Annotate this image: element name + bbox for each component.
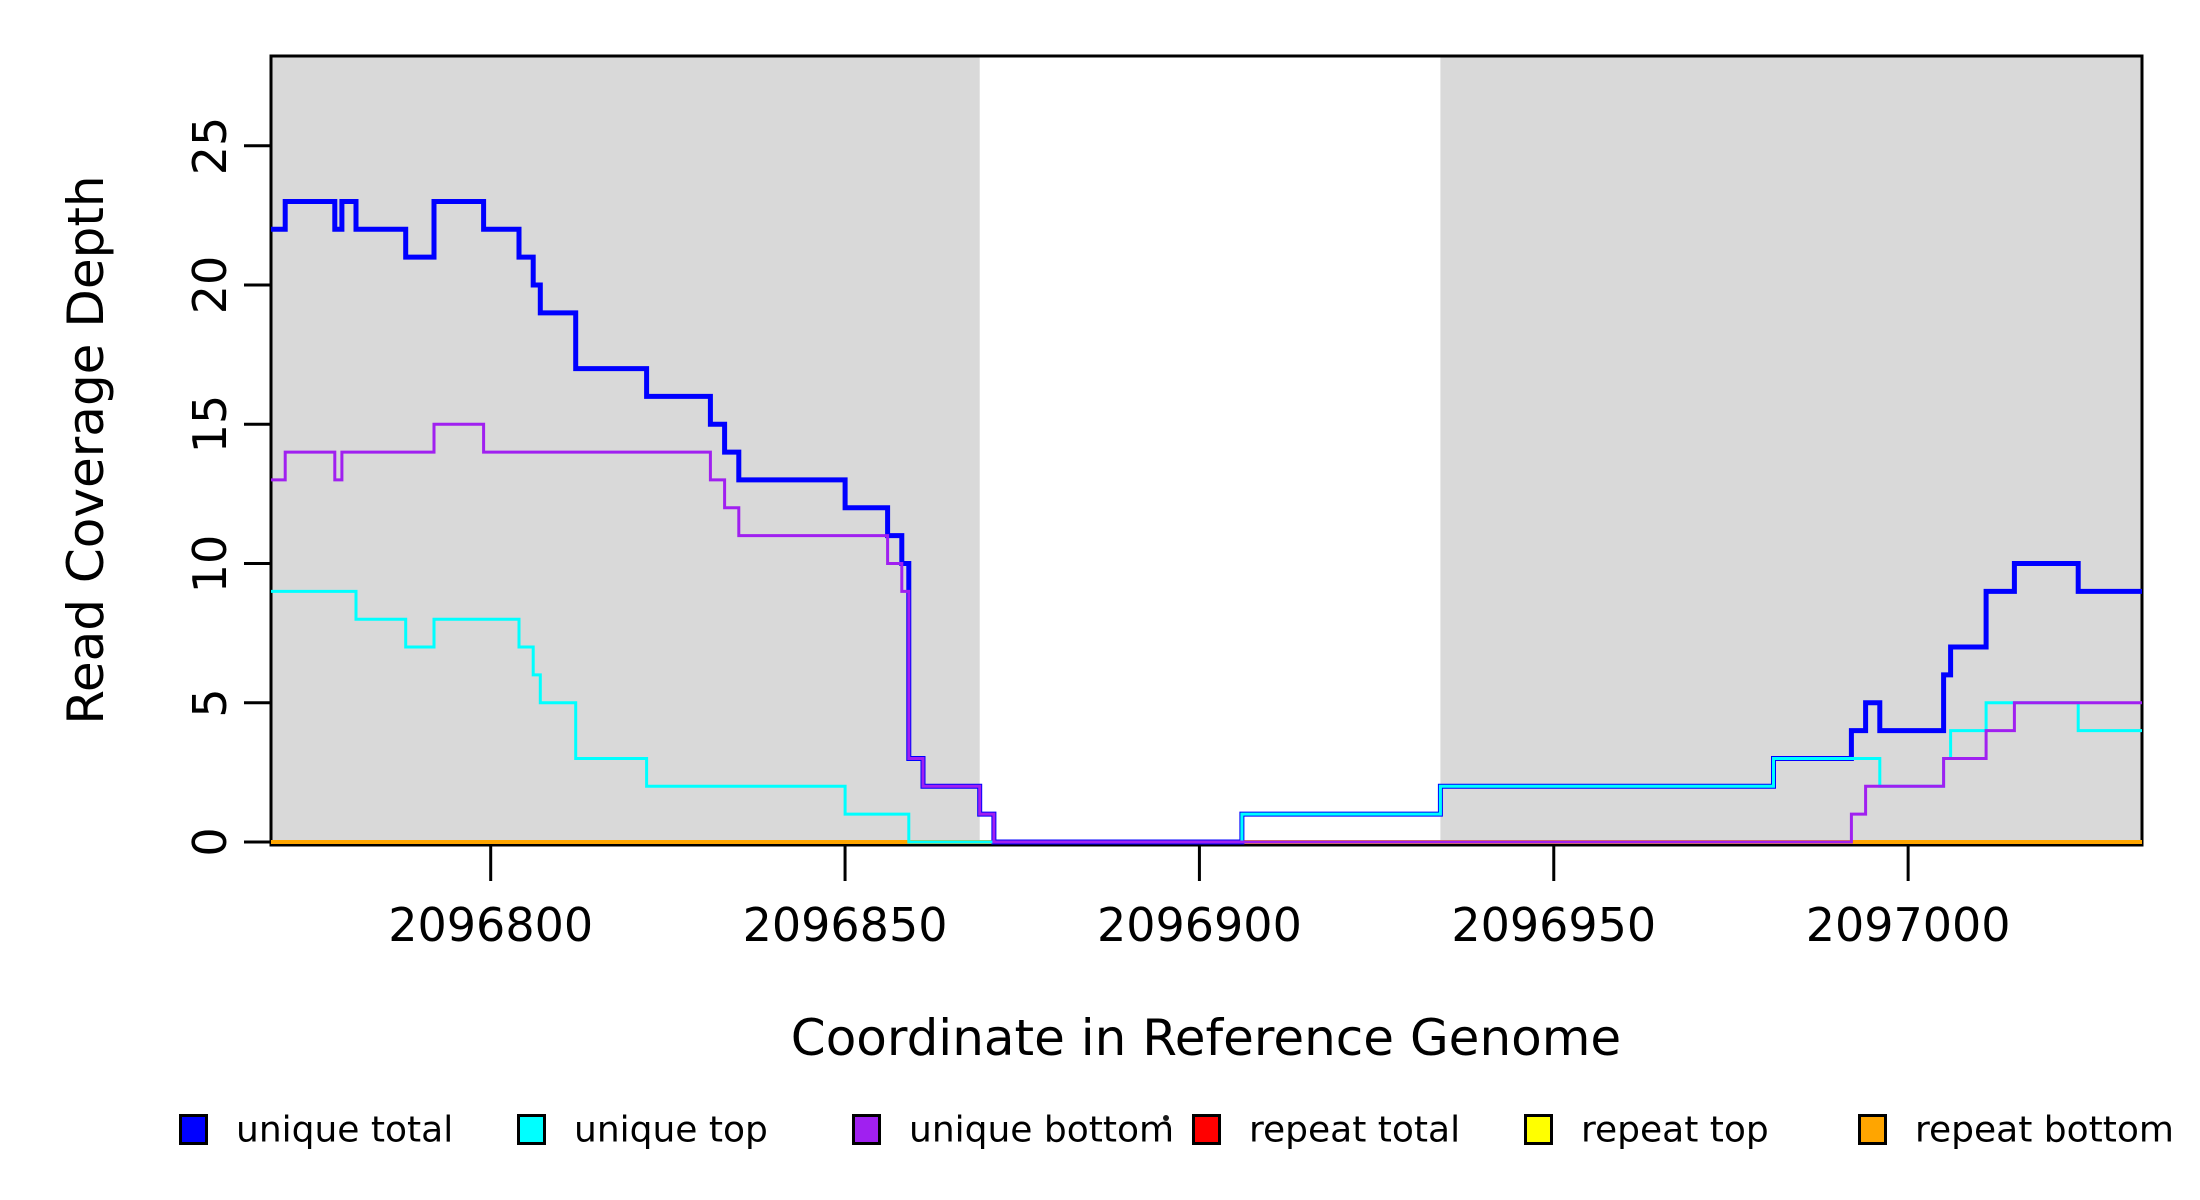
stray-dot — [1163, 1115, 1169, 1121]
y-tick-label: 25 — [183, 116, 237, 176]
legend: unique total unique top unique bottom repea… — [0, 1100, 2200, 1180]
legend-swatch-icon — [179, 1114, 208, 1145]
legend-label: repeat top — [1581, 1109, 1769, 1151]
series-line-unique-total — [271, 199, 2142, 845]
y-tick-label: 0 — [183, 827, 237, 857]
legend-label: repeat bottom — [1915, 1109, 2174, 1151]
legend-swatch-icon — [852, 1114, 881, 1145]
shaded-region — [271, 57, 980, 844]
y-tick-label: 5 — [183, 688, 237, 718]
x-tick-label: 2097000 — [1805, 898, 2011, 952]
x-tick-label: 2096800 — [388, 898, 594, 952]
legend-label: repeat total — [1249, 1109, 1461, 1151]
shaded-region — [1440, 57, 2142, 844]
y-tick-label: 10 — [183, 534, 237, 593]
y-tick-label: 20 — [183, 255, 237, 315]
x-axis-title: Coordinate in Reference Genome — [790, 1009, 1622, 1067]
legend-label: unique bottom — [909, 1109, 1175, 1151]
plot-box — [269, 54, 2144, 847]
x-tick-label: 2096850 — [742, 898, 948, 952]
legend-swatch-icon — [517, 1114, 546, 1145]
y-axis-title: Read Coverage Depth — [57, 175, 115, 725]
x-tick-label: 2096900 — [1096, 898, 1302, 952]
x-tick-label: 2096950 — [1451, 898, 1657, 952]
legend-swatch-icon — [1192, 1114, 1221, 1145]
legend-label: unique total — [236, 1109, 454, 1151]
legend-label: unique top — [574, 1109, 768, 1151]
legend-swatch-icon — [1858, 1114, 1887, 1145]
y-tick-label: 15 — [183, 394, 237, 454]
series-line-unique-bottom — [271, 422, 2142, 844]
legend-swatch-icon — [1524, 1114, 1553, 1145]
